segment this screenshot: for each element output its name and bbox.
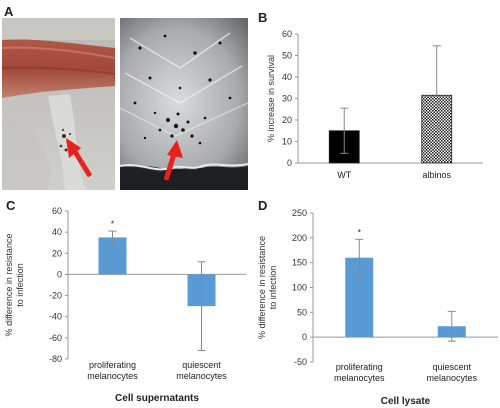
category-label: melanocytes [87, 371, 138, 381]
y-axis-label: % difference in resistance [4, 234, 14, 337]
y-tick-label: 200 [292, 233, 307, 243]
y-axis-label: to infection [15, 263, 25, 307]
y-tick-label: 0 [287, 158, 292, 168]
y-tick-label: 60 [282, 29, 292, 39]
y-tick-label: 20 [52, 248, 62, 258]
y-tick-label: 100 [292, 283, 307, 293]
panel-letter-a: A [4, 4, 14, 19]
category-label: albinos [422, 170, 451, 180]
zebrafish-photo-left [2, 18, 115, 190]
chart-d-lysate: -50 0 50 100 150 200 250 % difference in resist… [257, 208, 498, 406]
category-label: proliferating [89, 360, 136, 370]
panel-letter-b: B [258, 10, 268, 25]
y-tick-label: 0 [302, 332, 307, 342]
category-label: quiescent [432, 362, 471, 372]
category-label: melanocytes [176, 371, 227, 381]
x-axis-title: Cell supernatants [115, 393, 199, 404]
y-tick-label: 50 [297, 307, 307, 317]
y-axis-label: % increase in survival [266, 55, 276, 142]
y-tick-label: -40 [49, 312, 62, 322]
chart-c-supernatants: -80 -60 -40 -20 0 20 40 60 % difference in resis… [4, 206, 246, 404]
category-label: melanocytes [426, 373, 477, 383]
zebrafish-photo-right [120, 18, 248, 190]
category-label: quiescent [182, 360, 221, 370]
y-tick-label: 20 [282, 115, 292, 125]
y-tick-label: -60 [49, 333, 62, 343]
y-tick-label: 30 [282, 94, 292, 104]
category-label: melanocytes [334, 373, 385, 383]
y-tick-label: 60 [52, 206, 62, 216]
y-tick-label: 10 [282, 137, 292, 147]
significance-marker: * [357, 227, 361, 237]
y-tick-label: 40 [282, 72, 292, 82]
y-tick-label: -20 [49, 291, 62, 301]
y-tick-label: 250 [292, 208, 307, 218]
category-label: WT [337, 170, 351, 180]
y-tick-label: 50 [282, 51, 292, 61]
y-tick-label: -80 [49, 354, 62, 364]
significance-marker: * [111, 219, 115, 229]
y-tick-label: 0 [57, 269, 62, 279]
y-tick-label: 40 [52, 227, 62, 237]
y-axis-label: % difference in resistance [257, 236, 267, 339]
y-tick-label: -50 [294, 357, 307, 367]
panel-letter-d: D [258, 198, 268, 213]
zebrafish-photo-right-drawing [120, 18, 248, 190]
y-tick-label: 150 [292, 258, 307, 268]
x-axis-title: Cell lysate [381, 396, 431, 406]
category-label: proliferating [336, 362, 383, 372]
zebrafish-photo-left-drawing [2, 18, 115, 190]
chart-b-survival: 0 10 20 30 40 50 60 % increase in survival WT alb… [266, 29, 483, 180]
y-axis-label: to infection [268, 266, 278, 310]
panel-letter-c: C [6, 198, 16, 213]
